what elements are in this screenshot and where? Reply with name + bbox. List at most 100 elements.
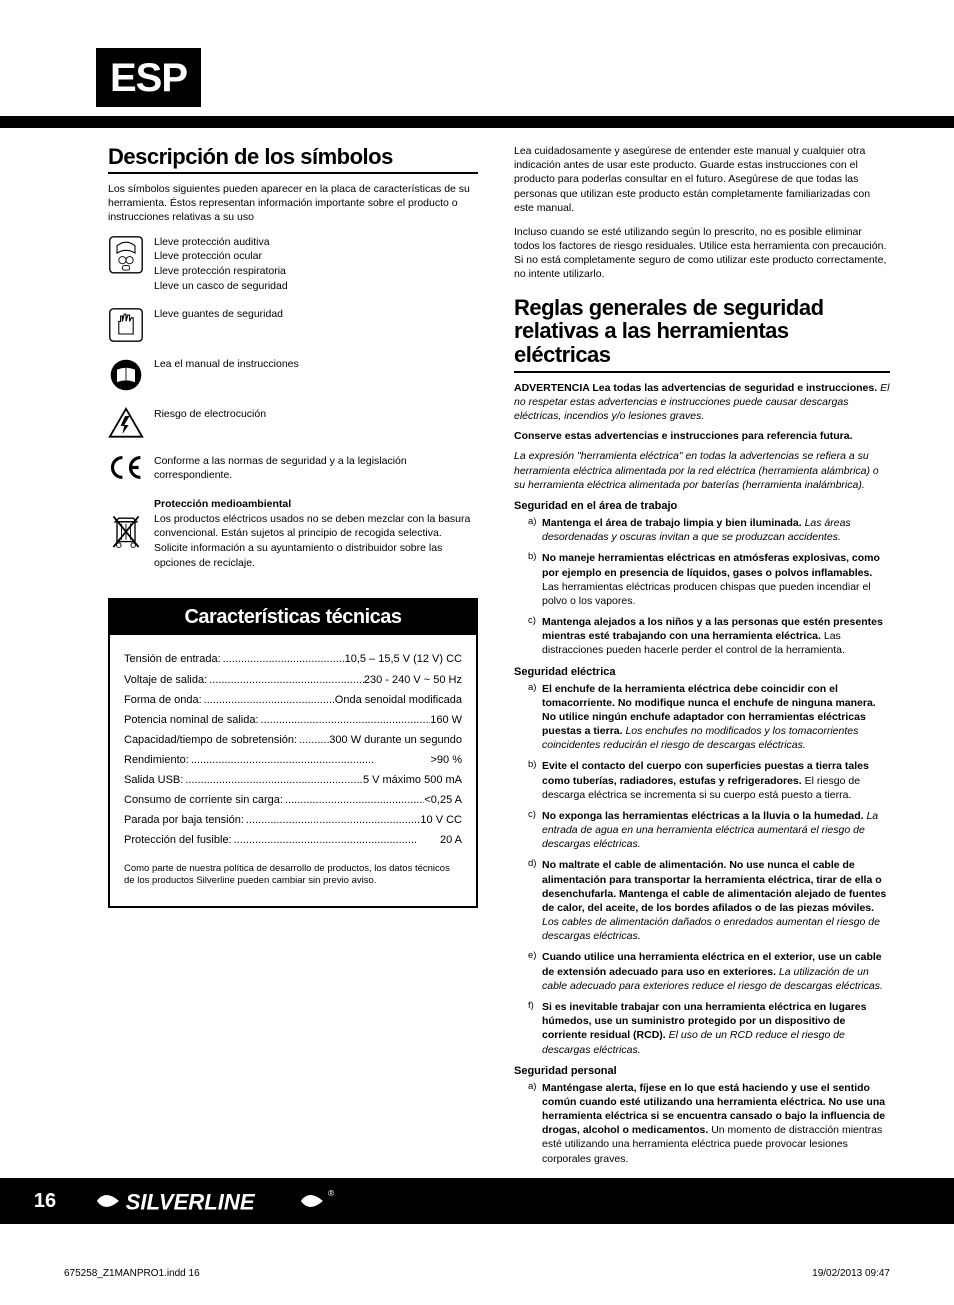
gloves-icon [108,307,144,343]
rule-item: b)Evite el contacto del cuerpo con super… [528,759,890,802]
rule-item: c)Mantenga alejados a los niños y a las … [528,615,890,658]
weee-icon [108,497,144,551]
spec-row: Forma de onda:..........................… [124,692,462,709]
rule-marker: f) [528,1000,534,1013]
shock-icon [108,407,144,439]
svg-text:SILVERLINE: SILVERLINE [126,1190,256,1215]
spec-value: >90 % [431,752,463,769]
spec-value: 10 V CC [420,812,462,829]
rule-marker: b) [528,759,536,772]
spec-row: Parada por baja tensión:................… [124,812,462,829]
spec-label: Salida USB: [124,772,183,789]
spec-label: Tensión de entrada: [124,651,221,668]
spec-leader: ........................................… [207,672,364,689]
spec-value: <0,25 A [424,792,462,809]
ppe-icon [108,235,144,275]
spec-row: Potencia nominal de salida:.............… [124,712,462,729]
spec-row: Protección del fusible:.................… [124,832,462,849]
spec-label: Rendimiento: [124,752,189,769]
rule-bold: No maltrate el cable de alimentación. No… [542,859,886,914]
ppe-line-3: Lleve protección respiratoria [154,264,288,279]
spec-label: Parada por baja tensión: [124,812,244,829]
rule-item: e)Cuando utilice una herramienta eléctri… [528,950,890,993]
subhead-work-area: Seguridad en el área de trabajo [514,500,890,512]
rule-marker: e) [528,950,536,963]
spec-label: Forma de onda: [124,692,202,709]
manual-text: Lea el manual de instrucciones [154,357,299,372]
spec-leader: ........................................… [297,732,329,749]
spec-label: Voltaje de salida: [124,672,207,689]
symbol-row-shock: Riesgo de electrocución [108,407,478,439]
spec-value: 230 - 240 V ~ 50 Hz [364,672,462,689]
spec-row: Tensión de entrada:.....................… [124,651,462,668]
warning-2-def: La expresión "herramienta eléctrica" en … [514,449,890,492]
right-column: Lea cuidadosamente y asegúrese de entend… [514,144,890,1173]
warning-2: Conserve estas advertencias e instruccio… [514,429,890,443]
ppe-text: Lleve protección auditiva Lleve protecci… [154,235,288,294]
ppe-line-1: Lleve protección auditiva [154,235,288,250]
spec-value: Onda senoidal modificada [335,692,462,709]
symbols-intro: Los símbolos siguientes pueden aparecer … [108,182,478,225]
intro-para-2: Incluso cuando se esté utilizando según … [514,225,890,282]
print-metadata: 675258_Z1MANPRO1.indd 16 19/02/2013 09:4… [64,1268,890,1279]
rule-item: c)No exponga las herramientas eléctricas… [528,809,890,852]
rule-item: b)No maneje herramientas eléctricas en a… [528,551,890,608]
spec-row: Rendimiento:............................… [124,752,462,769]
spec-leader: ........................................… [259,712,431,729]
rule-marker: b) [528,551,536,564]
electrical-list: a)El enchufe de la herramienta eléctrica… [514,682,890,1057]
ce-icon [108,454,144,481]
symbol-row-ce: Conforme a las normas de seguridad y a l… [108,454,478,483]
page: ESP Descripción de los símbolos Los símb… [0,0,954,1305]
shock-text: Riesgo de electrocución [154,407,266,422]
rule-bold: Mantenga el área de trabajo limpia y bie… [542,517,802,529]
print-file: 675258_Z1MANPRO1.indd 16 [64,1268,200,1279]
warning-2-bold: Conserve estas advertencias e instruccio… [514,430,853,442]
spec-row: Salida USB:.............................… [124,772,462,789]
spec-leader: ........................................… [232,832,440,849]
symbol-row-ppe: Lleve protección auditiva Lleve protecci… [108,235,478,294]
content-columns: Descripción de los símbolos Los símbolos… [0,144,954,1173]
work-area-list: a) Mantenga el área de trabajo limpia y b… [514,516,890,658]
symbol-row-weee: Protección medioambiental Los productos … [108,497,478,570]
ce-text: Conforme a las normas de seguridad y a l… [154,454,478,483]
page-number: 16 [0,1190,90,1213]
subhead-personal: Seguridad personal [514,1065,890,1077]
ppe-line-4: Lleve un casco de seguridad [154,279,288,294]
spec-row: Voltaje de salida:......................… [124,672,462,689]
spec-value: 10,5 – 15,5 V (12 V) CC [345,651,462,668]
safety-rules-heading: Reglas generales de seguridad relativas … [514,296,890,373]
rule-item: d) No maltrate el cable de alimentación. … [528,858,890,943]
spec-label: Protección del fusible: [124,832,232,849]
left-column: Descripción de los símbolos Los símbolos… [108,144,478,1173]
tech-specs-body: Tensión de entrada:.....................… [110,635,476,905]
spec-label: Capacidad/tiempo de sobretensión: [124,732,297,749]
symbol-row-gloves: Lleve guantes de seguridad [108,307,478,343]
print-timestamp: 19/02/2013 09:47 [812,1268,890,1279]
manual-icon [108,357,144,393]
ppe-line-2: Lleve protección ocular [154,249,288,264]
rule-text: Las herramientas eléctricas producen chi… [542,581,871,607]
weee-body: Los productos eléctricos usados no se de… [154,512,478,571]
tech-specs-box: Características técnicas Tensión de entr… [108,598,478,907]
spec-leader: ........................................… [189,752,431,769]
spec-value: 160 W [430,712,462,729]
language-tab: ESP [96,48,201,107]
rule-item: a) Mantenga el área de trabajo limpia y b… [528,516,890,544]
footer-bar: 16 SILVERLINE ® [0,1178,954,1224]
tech-specs-heading: Características técnicas [110,600,476,635]
spec-leader: ........................................… [183,772,363,789]
rule-marker: c) [528,615,536,628]
rule-marker: a) [528,516,536,529]
rule-marker: d) [528,858,536,871]
spec-value: 300 W durante un segundo [329,732,462,749]
spec-leader: ........................................… [244,812,421,829]
silverline-logo: SILVERLINE ® [90,1178,362,1224]
spec-label: Potencia nominal de salida: [124,712,259,729]
rule-marker: c) [528,809,536,822]
svg-text:®: ® [328,1188,335,1198]
gloves-text: Lleve guantes de seguridad [154,307,283,322]
spec-row: Capacidad/tiempo de sobretensión:.......… [124,732,462,749]
symbol-row-manual: Lea el manual de instrucciones [108,357,478,393]
symbols-heading: Descripción de los símbolos [108,144,478,174]
